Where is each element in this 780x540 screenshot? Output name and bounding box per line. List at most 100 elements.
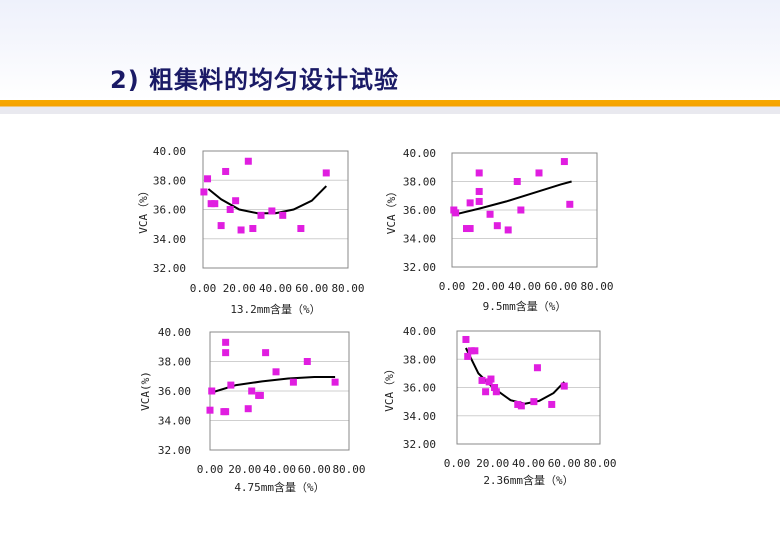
data-point [272,368,280,376]
data-point [248,387,256,395]
data-point [303,358,311,365]
x-tick-label: 60.00 [548,457,581,470]
data-point [297,225,305,233]
x-tick-label: 40.00 [508,280,541,293]
data-point [222,338,230,346]
x-tick-label: 40.00 [263,463,296,476]
x-tick-label: 20.00 [472,280,505,293]
data-point [222,408,230,416]
data-point [244,157,252,165]
page-title: 2) 粗集料的均匀设计试验 [110,66,400,94]
data-point [492,388,500,396]
data-point [217,222,225,230]
data-point [486,210,494,218]
x-axis-label: 2.36mm含量（%） [483,473,573,487]
y-tick-label: 40.00 [153,145,186,158]
y-axis-label: VCA（%） [383,363,396,412]
data-point [289,378,297,386]
x-tick-label: 20.00 [228,463,261,476]
data-point [517,402,525,410]
y-tick-label: 34.00 [403,233,436,246]
x-tick-label: 80.00 [580,280,613,293]
data-point [200,188,208,196]
data-point [560,158,568,166]
data-point [548,400,556,408]
data-point [514,400,522,408]
trend-line [455,180,572,216]
data-point [268,207,276,215]
data-point [471,347,479,355]
y-tick-label: 40.00 [158,326,191,339]
data-point [535,169,543,177]
trend-line [207,185,328,215]
x-axis-label: 9.5mm含量（%） [483,299,567,313]
plot-frame [456,330,601,445]
x-axis-label: 13.2mm含量（%） [230,302,320,316]
plot-frame [202,150,349,269]
y-tick-label: 38.00 [403,176,436,189]
header-band [0,0,780,100]
data-point [257,211,265,219]
data-point [204,175,212,183]
data-point [467,347,475,355]
data-point [227,381,235,389]
x-tick-label: 60.00 [544,280,577,293]
data-point [232,197,240,205]
data-point [475,197,483,205]
data-point [463,225,470,233]
data-point [462,335,470,343]
y-tick-label: 34.00 [153,233,186,246]
data-point [517,206,525,214]
y-tick-label: 36.00 [403,204,436,217]
data-point [322,169,330,177]
data-point [491,384,499,391]
data-point [244,405,252,413]
title-underline [0,100,780,114]
data-point [222,167,230,175]
y-tick-label: 32.00 [153,262,186,275]
x-tick-label: 0.00 [439,280,466,293]
y-tick-label: 36.00 [158,385,191,398]
data-point [560,382,568,390]
data-point [207,200,215,208]
data-point [262,349,270,357]
x-tick-label: 60.00 [298,463,331,476]
data-point [513,178,521,185]
x-tick-label: 20.00 [476,457,509,470]
data-point [475,169,483,177]
x-tick-label: 20.00 [223,282,256,295]
y-tick-label: 38.00 [158,356,191,369]
y-tick-label: 32.00 [403,261,436,274]
data-point [504,226,512,234]
x-tick-label: 40.00 [259,282,292,295]
data-point [466,225,474,233]
y-tick-label: 40.00 [403,325,436,338]
data-point [466,199,474,207]
y-axis-label: VCA（%） [137,185,150,234]
data-point [533,364,541,372]
x-tick-label: 80.00 [332,463,365,476]
data-point [493,222,501,230]
data-point [482,388,490,396]
x-tick-label: 80.00 [583,457,616,470]
x-tick-label: 80.00 [331,282,364,295]
y-tick-label: 36.00 [403,382,436,395]
x-tick-label: 40.00 [512,457,545,470]
x-tick-label: 0.00 [444,457,471,470]
data-point [279,211,287,219]
y-tick-label: 34.00 [158,415,191,428]
data-point [211,200,219,208]
y-axis-label: VCA(%) [139,371,152,411]
x-axis-label: 4.75mm含量（%） [234,480,324,494]
data-point [249,225,257,233]
data-point [530,398,538,406]
y-tick-label: 38.00 [153,174,186,187]
y-tick-label: 38.00 [403,353,436,366]
data-point [452,209,460,217]
data-point [226,206,234,213]
